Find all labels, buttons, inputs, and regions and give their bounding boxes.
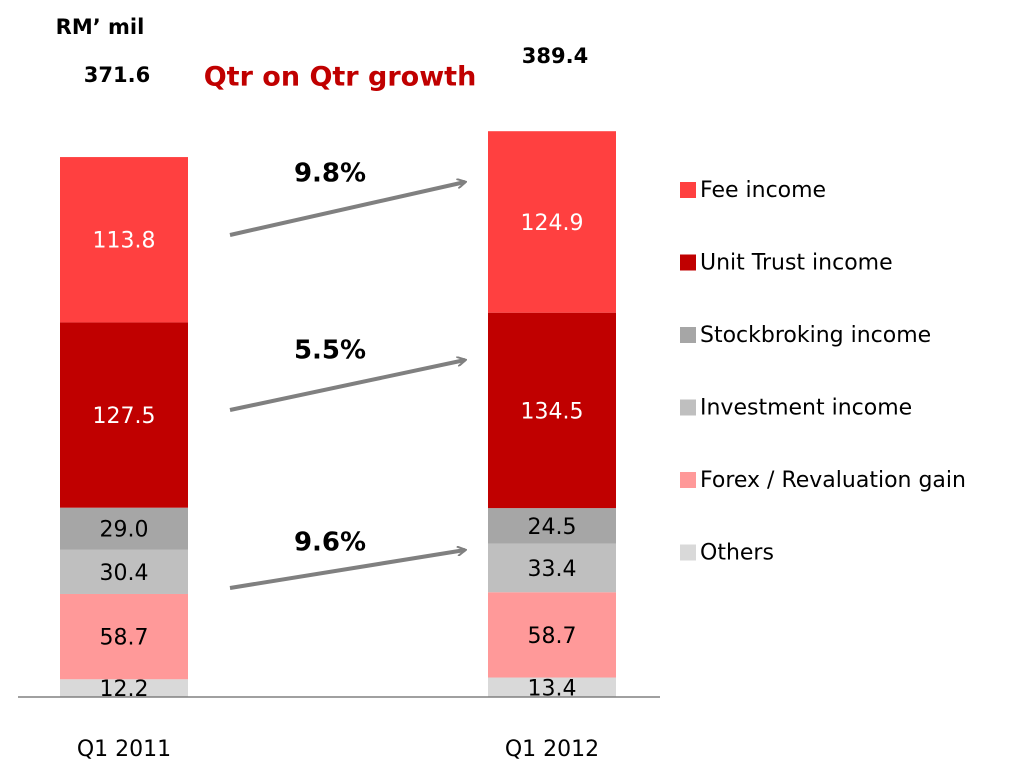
- bar-segment: [60, 322, 188, 508]
- data-label: 134.5: [521, 399, 584, 424]
- data-label: 58.7: [100, 626, 149, 651]
- legend-swatch: [680, 327, 696, 343]
- bar-segment: [60, 507, 188, 550]
- data-label: 30.4: [100, 561, 149, 586]
- legend-swatch: [680, 472, 696, 488]
- chart-title: Qtr on Qtr growth: [204, 62, 477, 93]
- growth-arrow: [229, 182, 465, 237]
- legend-swatch: [680, 399, 696, 416]
- legend-label: Fee income: [700, 178, 826, 203]
- data-label: 33.4: [528, 557, 577, 582]
- bar-segment: [488, 592, 616, 678]
- data-label: 124.9: [521, 211, 584, 236]
- bar-segment: [60, 157, 188, 323]
- data-label: 12.2: [100, 677, 149, 702]
- x-tick-label: Q1 2012: [505, 737, 599, 761]
- bar-segment: [60, 679, 188, 697]
- bar-segment: [488, 543, 616, 593]
- bar-segment: [488, 312, 616, 509]
- legend-swatch: [680, 544, 696, 561]
- legend-label: Investment income: [700, 396, 912, 421]
- data-label: 127.5: [93, 404, 156, 429]
- growth-arrow: [229, 550, 465, 590]
- bar-segment: [488, 131, 616, 313]
- legend-swatch: [680, 182, 696, 198]
- bar-segment: [488, 508, 616, 544]
- bar-segment: [60, 549, 188, 594]
- legend-label: Unit Trust income: [700, 251, 893, 276]
- growth-label: 5.5%: [294, 336, 366, 366]
- growth-label: 9.6%: [294, 528, 366, 558]
- data-label: 113.8: [93, 229, 156, 254]
- bar-segment: [488, 677, 616, 697]
- unit-label: RM’ mil: [56, 15, 145, 39]
- data-label: 29.0: [100, 518, 149, 543]
- legend-label: Others: [700, 541, 774, 566]
- growth-arrow: [229, 360, 465, 412]
- total-label: 389.4: [522, 44, 588, 68]
- growth-label: 9.8%: [294, 159, 366, 189]
- data-label: 58.7: [528, 624, 577, 649]
- legend-swatch: [680, 254, 696, 271]
- legend-label: Stockbroking income: [700, 323, 931, 348]
- total-label: 371.6: [84, 63, 150, 87]
- bar-segment: [60, 593, 188, 680]
- legend-label: Forex / Revaluation gain: [700, 468, 966, 493]
- data-label: 24.5: [528, 515, 577, 540]
- x-tick-label: Q1 2011: [77, 737, 171, 761]
